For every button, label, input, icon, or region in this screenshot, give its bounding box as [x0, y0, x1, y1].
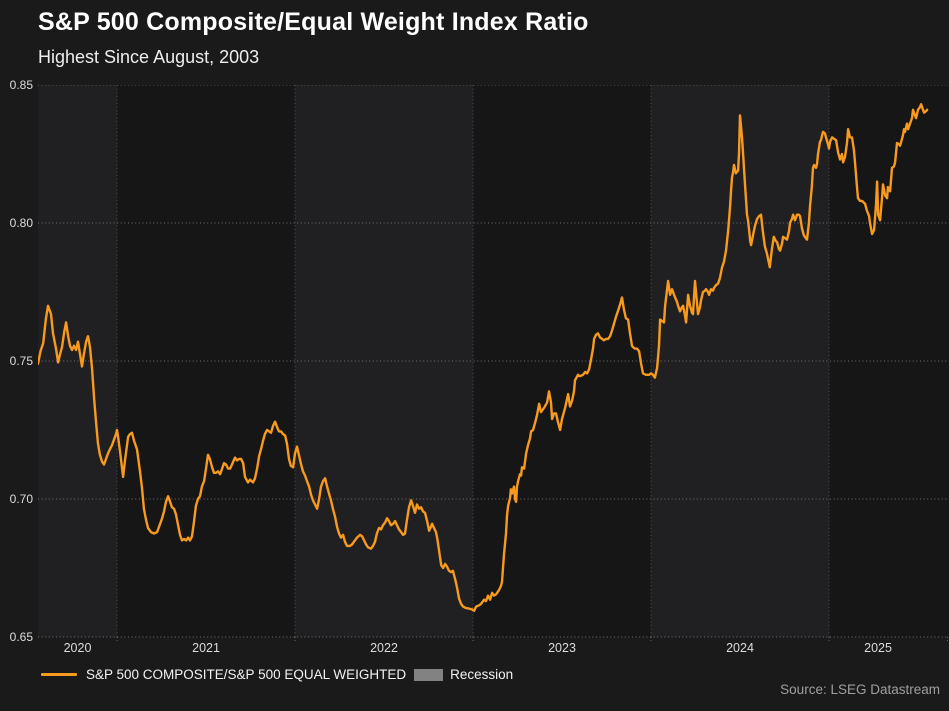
y-axis-label: 0.70	[9, 492, 33, 506]
ratio-line	[38, 103, 929, 612]
x-axis-label: 2023	[548, 641, 576, 655]
year-band	[38, 85, 118, 637]
legend-series-label: S&P 500 COMPOSITE/S&P 500 EQUAL WEIGHTED	[86, 667, 407, 682]
x-axis-label: 2022	[370, 641, 398, 655]
year-band	[117, 85, 296, 637]
chart-title: S&P 500 Composite/Equal Weight Index Rat…	[38, 8, 589, 36]
year-band	[829, 85, 949, 637]
x-axis-label: 2024	[726, 641, 754, 655]
series-line-swatch	[41, 673, 77, 676]
chart-subtitle: Highest Since August, 2003	[38, 47, 260, 67]
y-axis-label: 0.75	[9, 354, 33, 368]
x-axis-label: 2020	[63, 641, 92, 655]
legend-recession-label: Recession	[450, 667, 514, 682]
legend: S&P 500 COMPOSITE/S&P 500 EQUAL WEIGHTED…	[41, 667, 513, 682]
x-axis-label: 2025	[864, 641, 892, 655]
y-axis-label: 0.85	[9, 78, 33, 92]
source-credit: Source: LSEG Datastream	[780, 682, 940, 697]
recession-swatch	[414, 668, 444, 681]
plot-area	[38, 85, 949, 642]
x-axis-label: 2021	[192, 641, 220, 655]
y-axis-label: 0.80	[9, 216, 33, 230]
y-axis-label: 0.65	[9, 630, 33, 644]
